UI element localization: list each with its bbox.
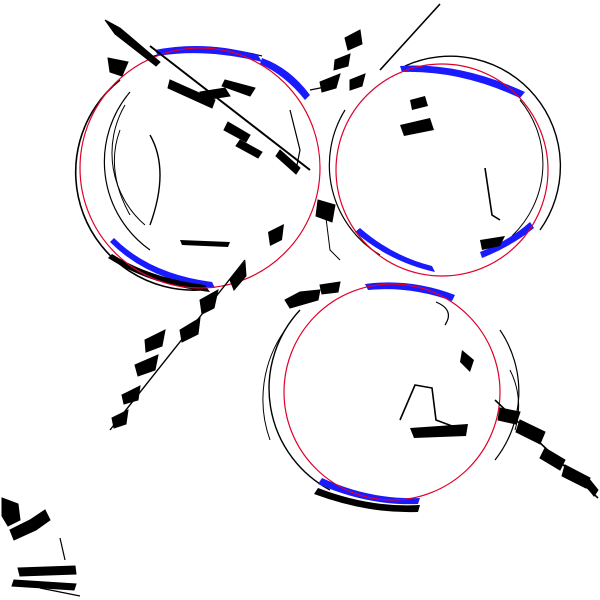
ring-top-left-scribble-4 — [268, 224, 284, 246]
ring-top-right-scribble-3 — [410, 96, 428, 110]
ring-top-left-ink-bottom — [108, 254, 210, 292]
ring-top-right-scribble-1 — [484, 167, 501, 221]
diagonal-streak-lower-left — [109, 259, 247, 431]
ring-bottom-fit — [283, 283, 501, 501]
ring-top-right-scribble-4 — [480, 236, 505, 250]
ring-bottom-highlight-top — [365, 282, 455, 301]
ring-top-right-edge-inner — [511, 99, 544, 237]
ring-top-right-fit — [335, 63, 549, 277]
ring-top-left-scribble-1 — [149, 134, 161, 226]
ring-bottom-ink-bottom — [314, 488, 420, 513]
ring-bottom-highlight-bottom — [318, 478, 420, 505]
ring-top-right-scribble-2 — [400, 118, 434, 136]
ring-top-right-edge-outer — [404, 55, 562, 231]
ring-top-left-highlight-topright — [260, 58, 310, 100]
diagonal-streak-top-left — [104, 19, 311, 175]
corner-scribble-bottom-left — [1, 497, 81, 597]
ring-top-left-highlight-bottom — [110, 238, 215, 288]
ring-top-left-scribble-3 — [180, 240, 230, 247]
ring-top-left-edge-inner — [103, 91, 151, 251]
ring-top-left-edge-inner-2 — [111, 104, 146, 226]
ring-top-left-fit — [79, 47, 321, 289]
ring-bottom-scribble-3 — [435, 301, 450, 326]
ring-bottom — [262, 282, 520, 513]
ring-bottom-edge-right — [494, 329, 520, 461]
ring-top-left-scribble-5 — [289, 109, 301, 171]
ring-top-left-highlight-top — [155, 46, 262, 62]
ring-top-right-edge-left — [328, 109, 381, 256]
ring-bottom-scribble-2 — [410, 424, 468, 438]
ring-top-left — [74, 46, 321, 292]
ring-top-left-scribble-2 — [113, 129, 131, 216]
ring-top-right-highlight-br — [480, 222, 534, 258]
diagonal-streak-lower-right — [284, 281, 599, 499]
ring-top-left-edge-outer — [74, 79, 201, 291]
ring-bottom-scribble-4 — [460, 350, 474, 372]
ring-bottom-edge-right-2 — [509, 369, 520, 431]
ring-top-right-highlight-bottom — [355, 228, 435, 272]
ring-bottom-scribble-1 — [399, 384, 453, 427]
ring-top-right — [328, 55, 562, 277]
ring-bottom-edge-left-2 — [262, 329, 286, 441]
diagonal-streak-top-right — [309, 3, 441, 261]
